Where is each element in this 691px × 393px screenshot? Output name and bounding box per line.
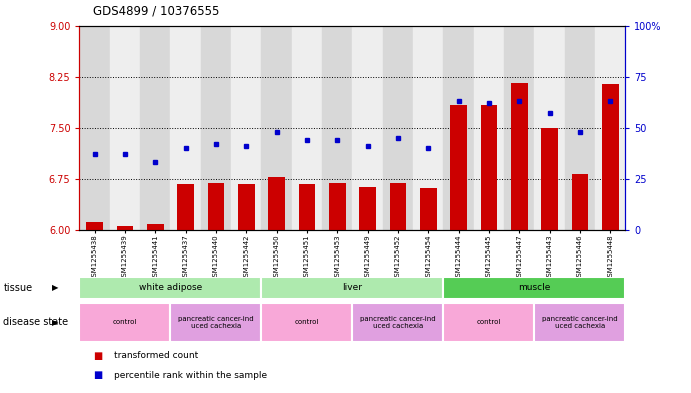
Bar bbox=[565, 26, 595, 230]
Bar bbox=[390, 183, 406, 230]
Bar bbox=[413, 26, 444, 230]
Bar bbox=[474, 26, 504, 230]
Bar bbox=[322, 26, 352, 230]
Bar bbox=[451, 105, 467, 230]
Bar bbox=[171, 26, 201, 230]
Text: ■: ■ bbox=[93, 370, 102, 380]
Text: GDS4899 / 10376555: GDS4899 / 10376555 bbox=[93, 5, 220, 18]
Text: white adipose: white adipose bbox=[139, 283, 202, 292]
Text: control: control bbox=[477, 319, 501, 325]
Bar bbox=[79, 277, 261, 299]
Bar bbox=[299, 184, 315, 230]
Bar bbox=[444, 277, 625, 299]
Bar bbox=[359, 187, 376, 230]
Bar bbox=[117, 226, 133, 230]
Text: control: control bbox=[113, 319, 137, 325]
Bar bbox=[201, 26, 231, 230]
Bar bbox=[268, 177, 285, 230]
Bar bbox=[140, 26, 171, 230]
Bar bbox=[534, 303, 625, 342]
Text: disease state: disease state bbox=[3, 317, 68, 327]
Bar bbox=[178, 184, 194, 230]
Bar bbox=[261, 26, 292, 230]
Bar bbox=[352, 26, 383, 230]
Bar bbox=[444, 26, 474, 230]
Text: tissue: tissue bbox=[3, 283, 32, 293]
Text: percentile rank within the sample: percentile rank within the sample bbox=[114, 371, 267, 380]
Bar bbox=[352, 303, 444, 342]
Bar bbox=[79, 26, 110, 230]
Bar bbox=[511, 83, 527, 230]
Bar bbox=[602, 84, 618, 230]
Bar bbox=[171, 303, 261, 342]
Text: transformed count: transformed count bbox=[114, 351, 198, 360]
Bar bbox=[534, 26, 565, 230]
Bar bbox=[329, 183, 346, 230]
Bar bbox=[110, 26, 140, 230]
Bar bbox=[261, 303, 352, 342]
Text: pancreatic cancer-ind
uced cachexia: pancreatic cancer-ind uced cachexia bbox=[360, 316, 436, 329]
Text: control: control bbox=[295, 319, 319, 325]
Bar bbox=[444, 303, 534, 342]
Text: pancreatic cancer-ind
uced cachexia: pancreatic cancer-ind uced cachexia bbox=[542, 316, 618, 329]
Text: ▶: ▶ bbox=[52, 318, 58, 327]
Bar bbox=[79, 303, 171, 342]
Text: ▶: ▶ bbox=[52, 283, 58, 292]
Bar bbox=[292, 26, 322, 230]
Bar bbox=[383, 26, 413, 230]
Bar bbox=[147, 224, 164, 230]
Bar bbox=[504, 26, 534, 230]
Bar bbox=[595, 26, 625, 230]
Bar bbox=[480, 105, 498, 230]
Text: ■: ■ bbox=[93, 351, 102, 361]
Bar bbox=[238, 184, 254, 230]
Bar bbox=[541, 128, 558, 230]
Text: muscle: muscle bbox=[518, 283, 551, 292]
Bar bbox=[261, 277, 444, 299]
Text: pancreatic cancer-ind
uced cachexia: pancreatic cancer-ind uced cachexia bbox=[178, 316, 254, 329]
Bar bbox=[571, 174, 588, 230]
Bar bbox=[207, 183, 225, 230]
Bar bbox=[231, 26, 261, 230]
Bar bbox=[86, 222, 103, 230]
Bar bbox=[420, 188, 437, 230]
Text: liver: liver bbox=[343, 283, 362, 292]
